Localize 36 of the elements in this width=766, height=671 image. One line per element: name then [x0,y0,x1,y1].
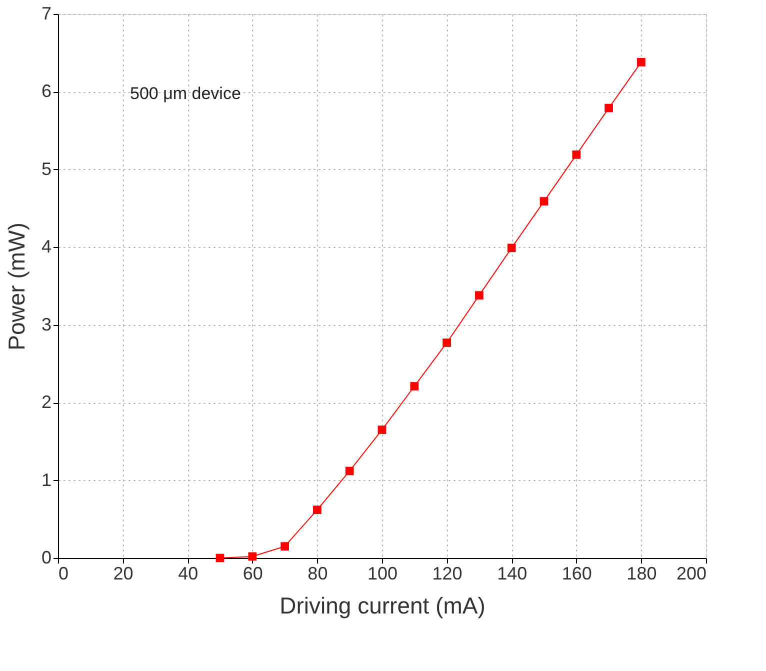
x-tick-label: 40 [178,564,198,584]
y-tick-label: 6 [41,81,52,102]
point [378,426,386,434]
x-axis-title: Driving current (mA) [280,592,486,618]
point [507,244,516,252]
y-tick-label: 4 [41,236,52,257]
annotation: 500 μm device [130,84,241,103]
x-tick-label: 20 [113,564,134,584]
y-tick-label: 3 [41,314,52,334]
x-tick-label: 120 [432,564,462,584]
point [637,58,646,66]
y-tick-label: 7 [41,4,52,24]
x-tick-label: 100 [367,564,398,584]
x-tick-label: 60 [242,564,263,584]
x-tick-label: 140 [497,564,528,584]
x-tick-label: 0 [58,564,69,584]
y-tick-label: 0 [41,548,52,568]
point [345,466,354,476]
point [540,197,548,206]
x-tick-label: 160 [562,564,592,584]
point [216,554,224,562]
y-tick-label: 2 [41,392,52,412]
point [410,382,419,390]
y-tick-label: 1 [41,470,52,490]
point [604,104,613,112]
y-tick-label: 5 [41,158,52,179]
point [572,150,581,159]
x-tick-label: 80 [308,564,328,584]
point [475,291,484,300]
y-axis-title: Power (mW) [3,222,30,350]
point [442,338,451,347]
x-tick-label: 180 [626,564,657,584]
point [248,552,257,561]
point [280,542,289,551]
x-tick-label: 200 [676,564,706,584]
point [313,506,322,514]
